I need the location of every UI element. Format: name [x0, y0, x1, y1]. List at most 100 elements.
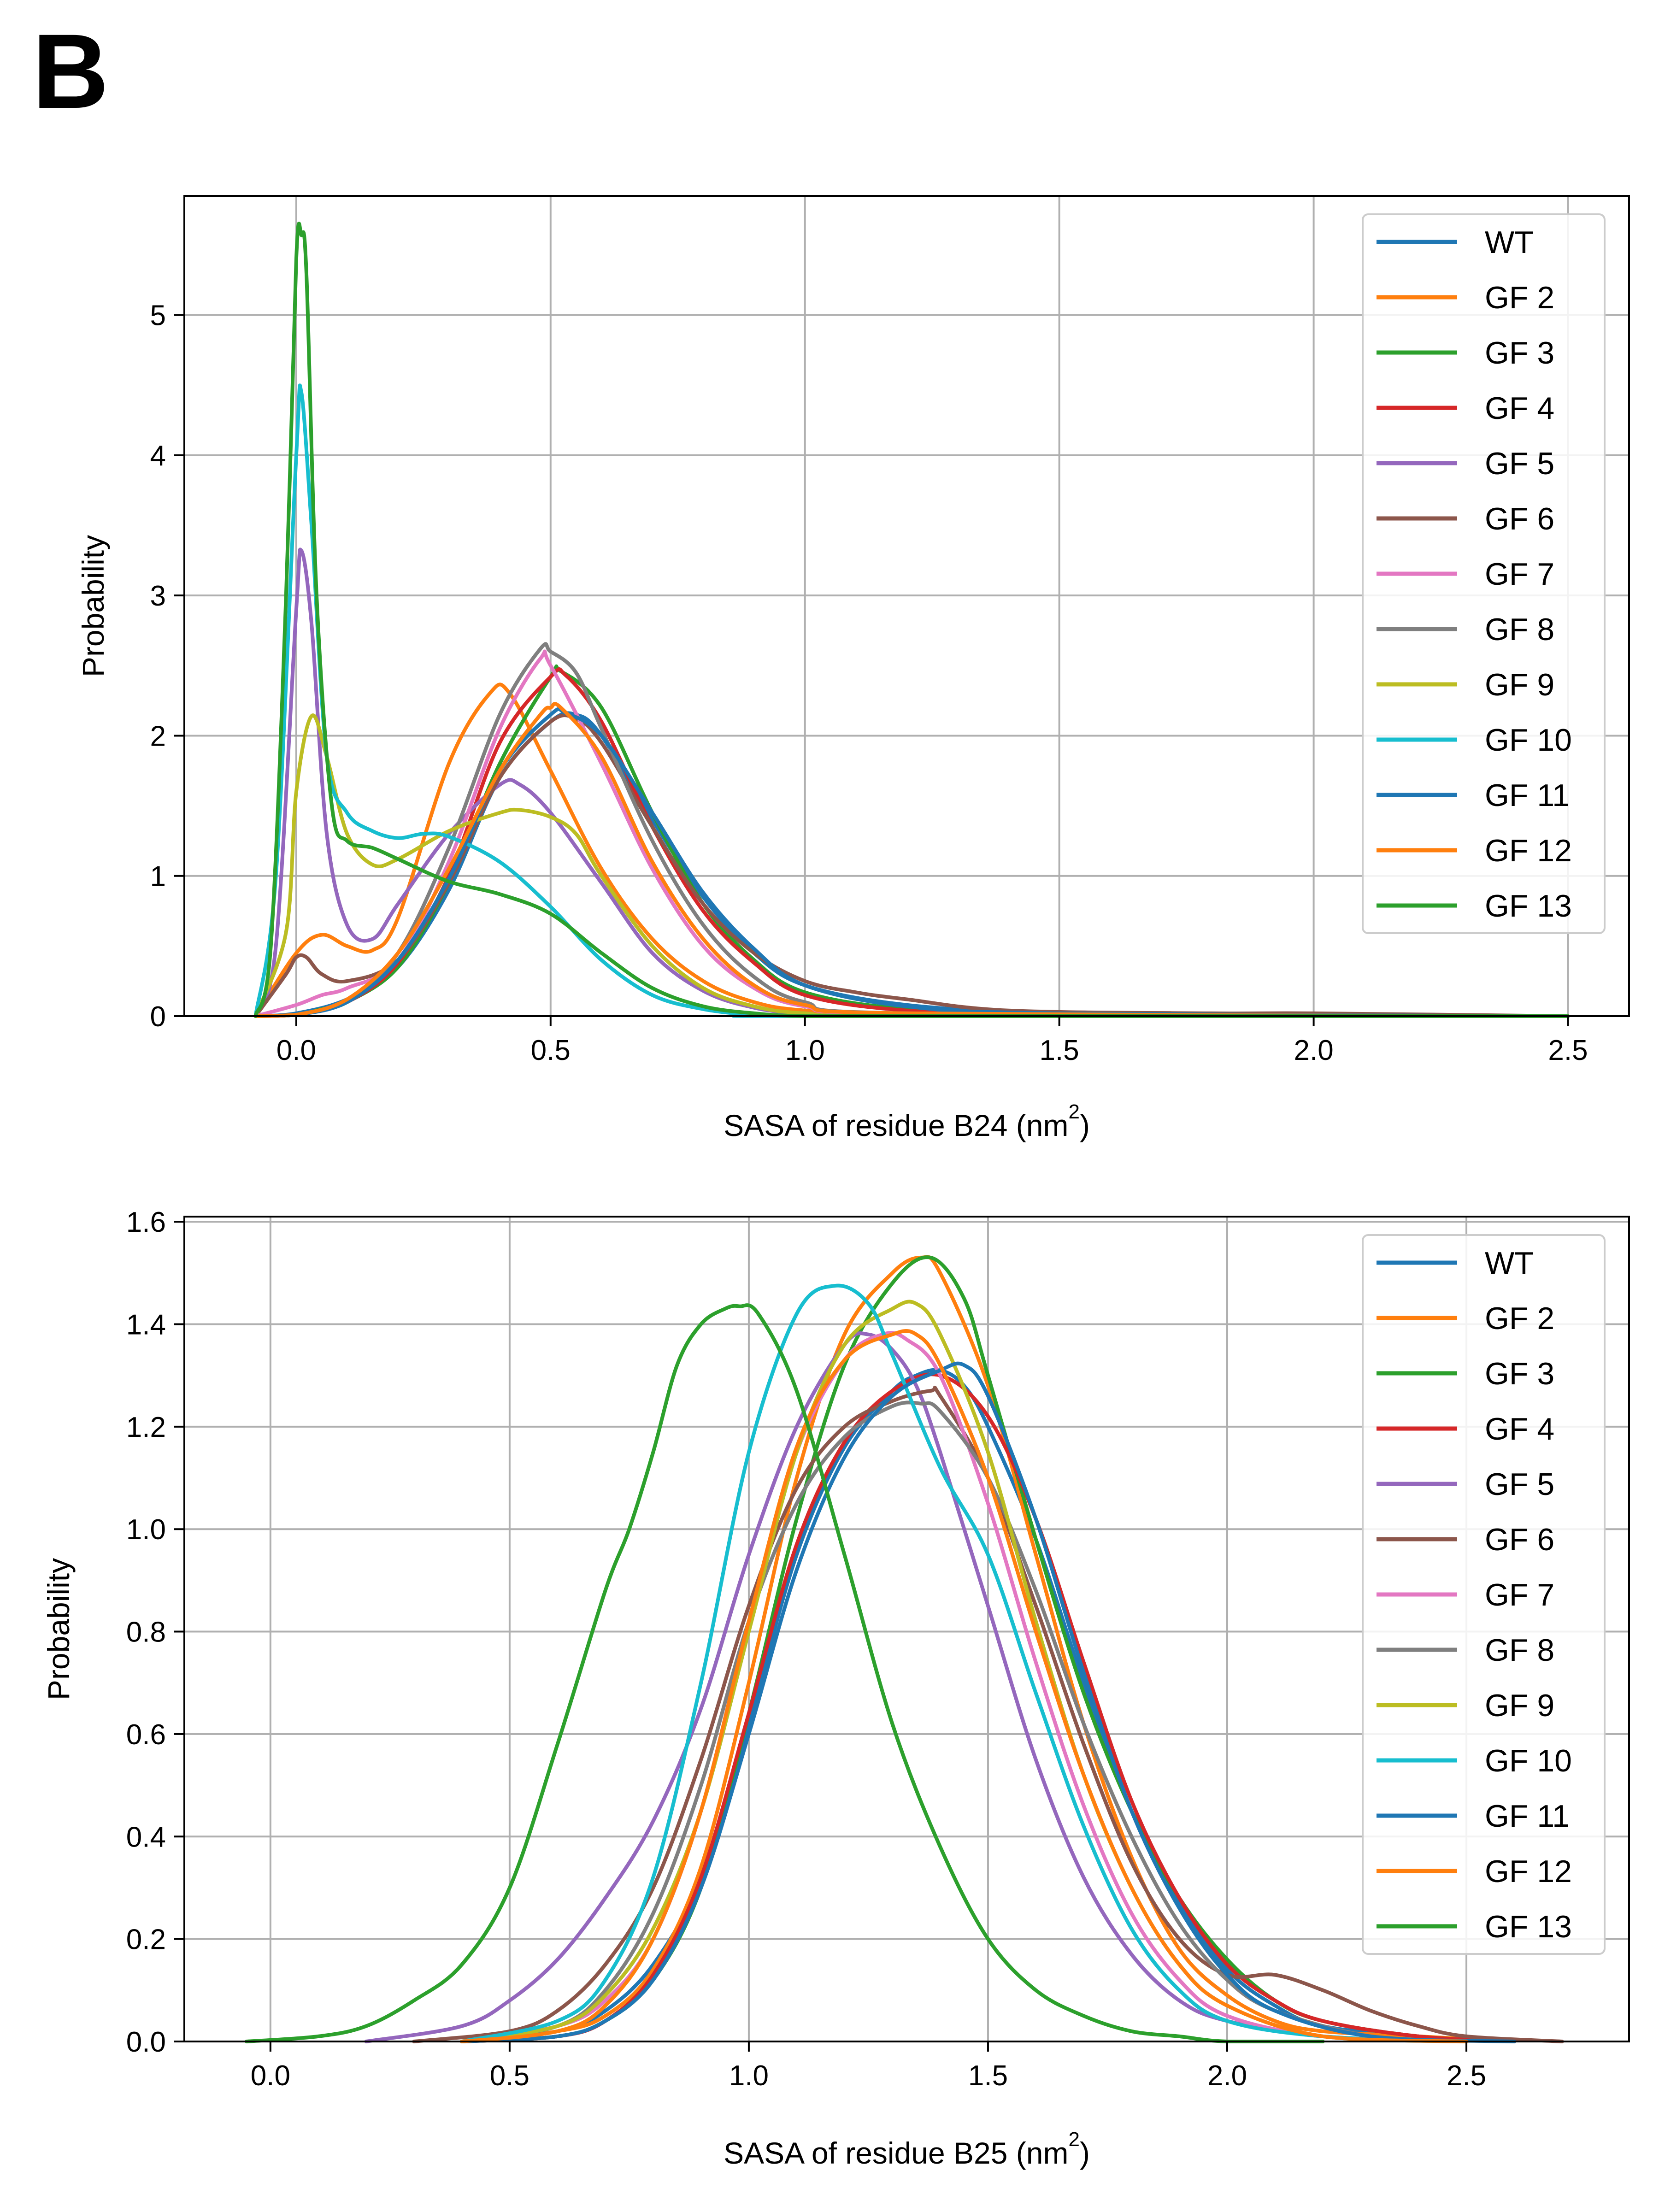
- legend-label: WT: [1485, 225, 1534, 260]
- y-axis-label: Probability: [41, 1558, 76, 1700]
- legend-label: GF 8: [1485, 1633, 1554, 1668]
- y-tick-label: 1.2: [126, 1412, 166, 1443]
- legend: WT GF 2 GF 3 GF 4 GF 5 GF 6 GF 7 GF 8 GF 9 GF 10 G…: [1362, 213, 1606, 934]
- legend-label: GF 4: [1485, 1412, 1554, 1447]
- legend-label: GF 10: [1485, 723, 1572, 758]
- legend-label: GF 13: [1485, 888, 1572, 924]
- panel-label: B: [32, 12, 109, 130]
- legend-item: GF 7: [1377, 557, 1554, 592]
- x-tick-label: 1.5: [1040, 1035, 1079, 1066]
- legend-item: GF 5: [1377, 446, 1554, 481]
- y-tick-label: 1.0: [126, 1514, 166, 1546]
- y-tick-label: 3: [150, 580, 166, 612]
- legend-label: GF 7: [1485, 1577, 1554, 1612]
- legend-item: GF 12: [1377, 1854, 1572, 1889]
- plot-frame: [183, 1216, 1630, 2042]
- x-tick-label: 0.0: [251, 2060, 290, 2092]
- y-tick-label: 2: [150, 720, 166, 752]
- plot-frame: [183, 195, 1630, 1017]
- legend-label: GF 11: [1485, 1799, 1570, 1834]
- legend-label: GF 13: [1485, 1909, 1572, 1944]
- legend-label: GF 7: [1485, 557, 1554, 592]
- x-tick-label: 1.0: [729, 2060, 769, 2092]
- legend-item: GF 11: [1377, 1799, 1570, 1834]
- legend-label: GF 6: [1485, 501, 1554, 536]
- y-tick-label: 0.6: [126, 1719, 166, 1751]
- legend-item: GF 8: [1377, 1633, 1554, 1668]
- y-tick-label: 4: [150, 440, 166, 472]
- legend: WT GF 2 GF 3 GF 4 GF 5 GF 6 GF 7 GF 8 GF 9 GF 10 G…: [1362, 1234, 1606, 1955]
- legend-item: GF 7: [1377, 1577, 1554, 1612]
- legend-item: GF 13: [1377, 1909, 1572, 1944]
- series-line-gf-5: [364, 1331, 1469, 2043]
- series-line-gf-9: [460, 1300, 1469, 2043]
- legend-label: GF 12: [1485, 833, 1572, 868]
- legend-label: GF 10: [1485, 1743, 1572, 1778]
- legend-label: GF 12: [1485, 1854, 1572, 1889]
- legend-item: GF 8: [1377, 612, 1554, 647]
- series-lines: [245, 1255, 1564, 2044]
- legend-label: GF 2: [1485, 280, 1554, 315]
- chart-sasa-b25: 0.0 0.5 1.0 1.5 2.0 2.5 0.0 0.2 0.4 0.6 0.8 1.0 1.2 1…: [41, 1206, 1630, 2170]
- x-tick-label: 0.0: [276, 1035, 316, 1066]
- legend-item: GF 9: [1377, 1688, 1554, 1723]
- legend-item: GF 13: [1377, 888, 1572, 924]
- x-tick-label: 1.0: [785, 1035, 825, 1066]
- legend-item: GF 11: [1377, 778, 1570, 813]
- legend-label: GF 5: [1485, 1467, 1554, 1502]
- legend-label: GF 4: [1485, 391, 1554, 426]
- legend-item: GF 2: [1377, 1301, 1554, 1336]
- series-line-gf-8: [460, 1400, 1469, 2043]
- legend-label: GF 8: [1485, 612, 1554, 647]
- x-tick-label: 0.5: [490, 2060, 529, 2092]
- series-line-gf-12: [253, 702, 1570, 1018]
- y-tick-label: 0.2: [126, 1924, 166, 1956]
- ticks: 0.0 0.5 1.0 1.5 2.0 2.5 0.0 0.2 0.4 0.6 0.8 1.0 1.2 1…: [126, 1206, 1486, 2092]
- legend-item: GF 6: [1377, 1522, 1554, 1557]
- x-tick-label: 1.5: [968, 2060, 1008, 2092]
- x-tick-label: 2.0: [1207, 2060, 1247, 2092]
- legend-label: GF 3: [1485, 335, 1554, 371]
- series-line-gf-11: [460, 1361, 1516, 2043]
- series-lines: [253, 221, 1570, 1018]
- legend-item: GF 2: [1377, 280, 1554, 315]
- legend-label: GF 11: [1485, 778, 1570, 813]
- legend-item: GF 10: [1377, 723, 1572, 758]
- y-tick-label: 5: [150, 300, 166, 332]
- x-tick-label: 2.5: [1548, 1035, 1588, 1066]
- y-tick-label: 0.8: [126, 1617, 166, 1648]
- legend-label: GF 3: [1485, 1356, 1554, 1391]
- legend-label: WT: [1485, 1246, 1534, 1281]
- legend-box: [1362, 213, 1606, 934]
- series-line-gf-2: [460, 1255, 1516, 2043]
- legend-item: GF 4: [1377, 391, 1554, 426]
- x-tick-label: 2.0: [1294, 1035, 1333, 1066]
- y-tick-label: 1: [150, 861, 166, 893]
- series-line-gf-12: [460, 1329, 1469, 2043]
- chart-sasa-b24: 0.0 0.5 1.0 1.5 2.0 2.5 0 1 2 3 4 5 SASA of residue …: [76, 195, 1630, 1142]
- series-line-gf-10: [460, 1283, 1469, 2043]
- legend-box: [1362, 1234, 1606, 1955]
- legend-item: GF 4: [1377, 1412, 1554, 1447]
- legend-label: GF 6: [1485, 1522, 1554, 1557]
- legend-item: GF 5: [1377, 1467, 1554, 1502]
- legend-item: GF 9: [1377, 667, 1554, 702]
- legend-label: GF 5: [1485, 446, 1554, 481]
- series-line-gf-13: [245, 1303, 1325, 2044]
- y-tick-label: 1.6: [126, 1206, 166, 1238]
- legend-item: GF 10: [1377, 1743, 1572, 1778]
- legend-item: WT: [1377, 1246, 1534, 1281]
- y-tick-label: 0.4: [126, 1821, 166, 1853]
- legend-item: GF 6: [1377, 501, 1554, 536]
- legend-label: GF 9: [1485, 667, 1554, 702]
- y-axis-label: Probability: [76, 535, 110, 677]
- legend-item: GF 12: [1377, 833, 1572, 868]
- x-tick-label: 2.5: [1447, 2060, 1486, 2092]
- ticks: 0.0 0.5 1.0 1.5 2.0 2.5 0 1 2 3 4 5: [150, 300, 1588, 1066]
- legend-item: GF 3: [1377, 335, 1554, 371]
- y-tick-label: 1.4: [126, 1309, 166, 1341]
- legend-label: GF 2: [1485, 1301, 1554, 1336]
- legend-label: GF 9: [1485, 1688, 1554, 1723]
- x-tick-label: 0.5: [531, 1035, 571, 1066]
